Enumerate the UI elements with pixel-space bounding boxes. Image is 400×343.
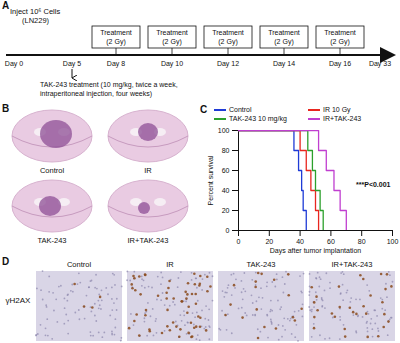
svg-text:Days after tumor implantation: Days after tumor implantation — [270, 247, 362, 255]
svg-text:IR+TAK-243: IR+TAK-243 — [332, 260, 373, 269]
svg-text:Percent survival: Percent survival — [207, 155, 214, 205]
svg-text:(2 Gy): (2 Gy) — [330, 38, 349, 46]
svg-text:80: 80 — [358, 238, 366, 245]
svg-text:Day 8: Day 8 — [107, 60, 125, 68]
html-text:Control: Control — [229, 106, 252, 113]
svg-text:Day 16: Day 16 — [329, 60, 351, 68]
svg-text:100: 100 — [387, 238, 399, 245]
svg-text:D: D — [2, 256, 9, 267]
svg-text:(2 Gy): (2 Gy) — [106, 38, 125, 46]
svg-text:(LN229): (LN229) — [22, 16, 50, 25]
svg-text:A: A — [2, 0, 9, 11]
html-text:C: C — [200, 104, 208, 115]
svg-text:40: 40 — [296, 238, 304, 245]
svg-text:IR: IR — [144, 166, 152, 175]
svg-text:IR+TAK-243: IR+TAK-243 — [128, 236, 169, 245]
svg-text:60: 60 — [222, 167, 230, 174]
svg-text:Control: Control — [67, 260, 92, 269]
svg-text:80: 80 — [222, 147, 230, 154]
svg-text:20: 20 — [222, 207, 230, 214]
svg-text:γH2AX: γH2AX — [6, 296, 32, 305]
html-text:IR 10 Gy: IR 10 Gy — [323, 106, 351, 113]
svg-text:Day 14: Day 14 — [273, 60, 295, 68]
svg-text:Treatment: Treatment — [324, 29, 356, 36]
svg-text:(2 Gy): (2 Gy) — [218, 38, 237, 46]
html-text:TAK-243 10 mg/kg: TAK-243 10 mg/kg — [229, 115, 287, 122]
svg-text:Day 10: Day 10 — [161, 60, 183, 68]
svg-text:20: 20 — [265, 238, 273, 245]
svg-text:Day 12: Day 12 — [217, 60, 239, 68]
svg-text:0: 0 — [226, 227, 230, 234]
svg-text:Treatment: Treatment — [212, 29, 244, 36]
svg-text:intraperitoneal injection, fou: intraperitoneal injection, four weeks) — [40, 90, 152, 98]
svg-text:Day 33: Day 33 — [369, 60, 391, 68]
svg-text:Inject 10⁶ Cells: Inject 10⁶ Cells — [10, 7, 60, 16]
svg-text:40: 40 — [222, 187, 230, 194]
svg-text:Control: Control — [40, 166, 65, 175]
svg-text:100: 100 — [218, 127, 230, 134]
svg-text:Treatment: Treatment — [268, 29, 300, 36]
svg-text:60: 60 — [327, 238, 335, 245]
svg-text:(2 Gy): (2 Gy) — [274, 38, 293, 46]
svg-text:Treatment: Treatment — [100, 29, 132, 36]
svg-text:IR: IR — [166, 260, 174, 269]
svg-text:B: B — [2, 103, 9, 114]
svg-text:TAK-243 treatment (10 mg/kg, t: TAK-243 treatment (10 mg/kg, twice a wee… — [40, 81, 178, 89]
svg-text:TAK-243: TAK-243 — [37, 236, 66, 245]
svg-text:Day 5: Day 5 — [63, 60, 81, 68]
svg-text:TAK-243: TAK-243 — [246, 260, 275, 269]
svg-text:***P<0.001: ***P<0.001 — [356, 181, 391, 188]
svg-text:Day 0: Day 0 — [5, 60, 23, 68]
svg-text:(2 Gy): (2 Gy) — [162, 38, 181, 46]
svg-text:Treatment: Treatment — [156, 29, 188, 36]
html-text:IR+TAK-243: IR+TAK-243 — [323, 115, 362, 122]
svg-text:0: 0 — [237, 238, 241, 245]
